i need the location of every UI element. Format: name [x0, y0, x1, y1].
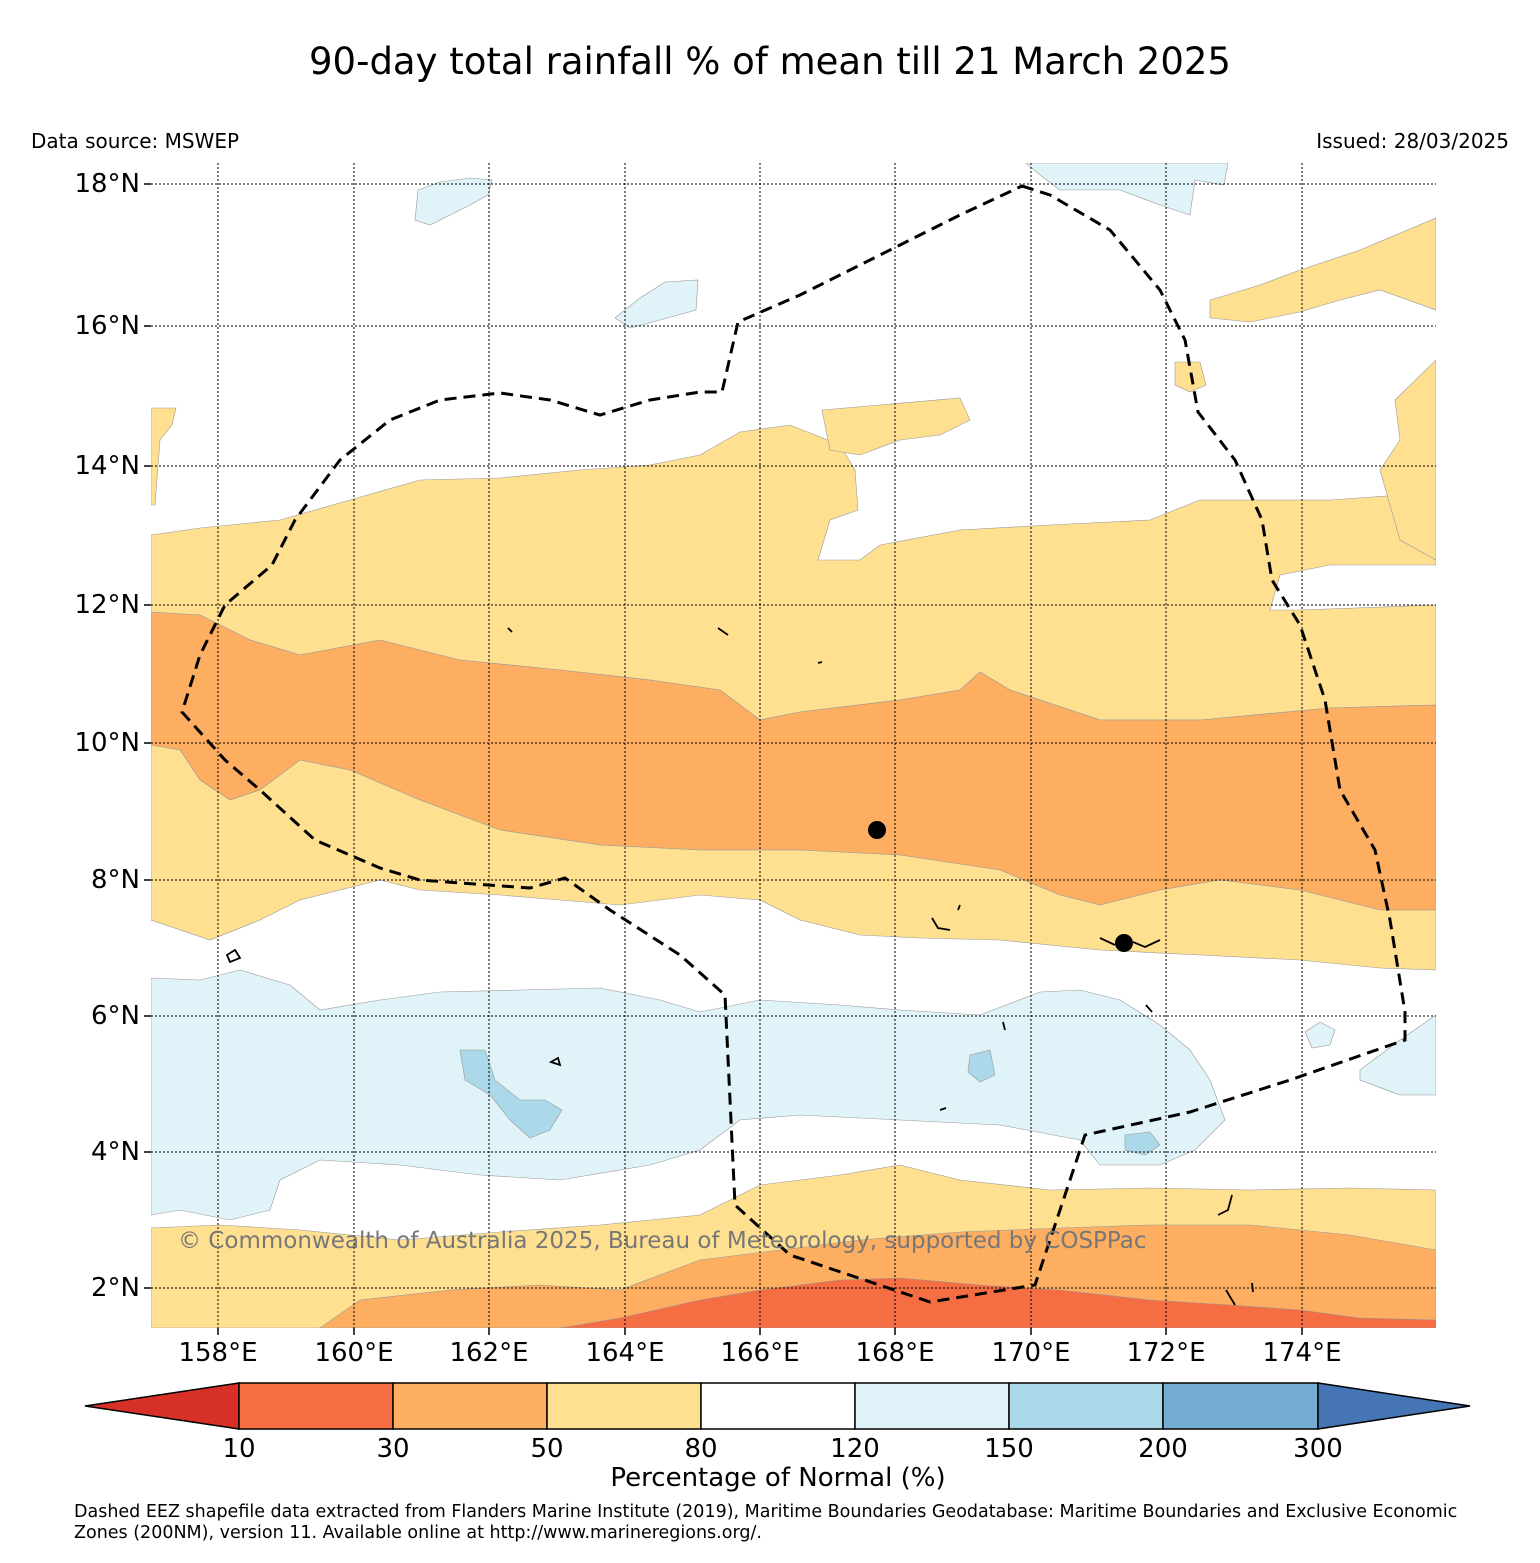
wet-patch-150-200-c	[1124, 1131, 1161, 1156]
colorbar	[84, 1382, 1471, 1430]
colorbar-tick-150: 150	[984, 1434, 1034, 1464]
lat-label-6n: 6°N	[91, 1001, 140, 1031]
colorbar-150-200	[1008, 1382, 1164, 1430]
wet-patch-2	[614, 279, 699, 329]
lon-label-166e: 166°E	[720, 1338, 800, 1368]
lat-label-18n: 18°N	[74, 169, 140, 199]
colorbar-tick-10: 10	[222, 1434, 256, 1464]
dry-patch-mid	[821, 397, 971, 456]
eez-boundary	[180, 184, 1407, 1304]
dry-band-10-30	[559, 1277, 1436, 1328]
colorbar-tick-200: 200	[1138, 1434, 1188, 1464]
colorbar-tick-50: 50	[530, 1434, 564, 1464]
copyright-watermark: © Commonwealth of Australia 2025, Bureau…	[178, 1228, 1147, 1254]
rainfall-field	[151, 163, 1436, 1328]
colorbar-80-120	[700, 1382, 856, 1430]
colorbar-50-80	[546, 1382, 702, 1430]
lat-label-2n: 2°N	[91, 1273, 140, 1303]
map-title: 90-day total rainfall % of mean till 21 …	[309, 40, 1231, 83]
colorbar-tick-30: 30	[376, 1434, 410, 1464]
dry-patch-e	[1379, 359, 1436, 561]
wet-patch-e2	[1304, 1021, 1336, 1049]
colorbar-tick-300: 300	[1293, 1434, 1343, 1464]
colorbar-120-150	[854, 1382, 1010, 1430]
lon-label-162e: 162°E	[449, 1338, 529, 1368]
colorbar-30-50	[392, 1382, 548, 1430]
dry-patch-w	[151, 407, 177, 506]
island-marker-1	[868, 821, 886, 839]
lat-label-12n: 12°N	[74, 590, 140, 620]
wet-zone-north	[1025, 163, 1229, 216]
wet-patch-e	[1359, 1014, 1436, 1096]
dry-band-50-80-south	[151, 744, 1436, 971]
lat-label-14n: 14°N	[74, 451, 140, 481]
colorbar-extend-low	[84, 1382, 240, 1430]
lon-label-168e: 168°E	[855, 1338, 935, 1368]
lon-label-160e: 160°E	[314, 1338, 394, 1368]
colorbar-tick-80: 80	[684, 1434, 718, 1464]
colorbar-10-30	[238, 1382, 394, 1430]
wet-band-120-150	[151, 969, 1226, 1221]
wet-patch-1	[414, 177, 493, 226]
lon-label-170e: 170°E	[991, 1338, 1071, 1368]
lat-label-4n: 4°N	[91, 1137, 140, 1167]
data-source-label: Data source: MSWEP	[31, 129, 240, 153]
lon-label-164e: 164°E	[585, 1338, 665, 1368]
colorbar-tick-120: 120	[830, 1434, 880, 1464]
colorbar-extend-high	[1317, 1382, 1471, 1430]
colorbar-200-300	[1162, 1382, 1319, 1430]
axis-ticks	[144, 183, 1303, 1335]
dry-patch-ne	[1209, 217, 1436, 323]
eez-footnote: Dashed EEZ shapefile data extracted from…	[74, 1502, 1458, 1543]
lon-label-158e: 158°E	[178, 1338, 258, 1368]
wet-patch-150-200-b	[967, 1049, 996, 1083]
lon-label-172e: 172°E	[1126, 1338, 1206, 1368]
atoll-outlines	[225, 627, 1254, 1306]
lat-label-10n: 10°N	[74, 728, 140, 758]
colorbar-title: Percentage of Normal (%)	[610, 1463, 946, 1493]
lat-label-16n: 16°N	[74, 311, 140, 341]
lon-label-174e: 174°E	[1262, 1338, 1342, 1368]
lat-label-8n: 8°N	[91, 865, 140, 895]
wet-patch-150-200-a	[459, 1049, 563, 1139]
island-marker-2	[1115, 934, 1133, 952]
issued-date-label: Issued: 28/03/2025	[1316, 129, 1509, 153]
